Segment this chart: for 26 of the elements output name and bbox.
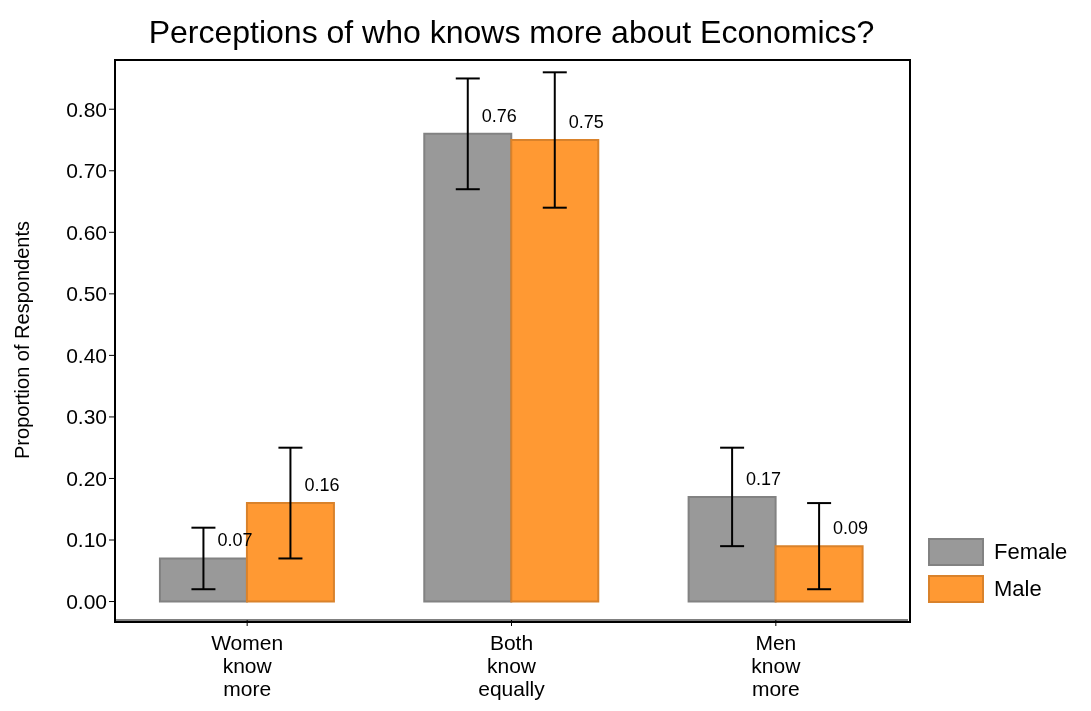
chart-title: Perceptions of who knows more about Economics? [147,14,876,51]
x-tick-label: Men know more [751,631,802,700]
y-tick-label: 0.00 [66,589,107,613]
data-label: 0.09 [833,518,869,539]
y-tick-label: 0.50 [66,282,107,306]
x-tick-label: Both know equally [478,631,546,700]
bar [687,495,777,603]
bar [158,557,248,603]
y-axis-title: Proportion of Respondents [11,221,34,459]
y-tick-label: 0.30 [66,405,107,429]
legend-label: Female [994,538,1068,565]
legend-label: Male [994,575,1042,602]
y-tick-label: 0.10 [66,528,107,552]
data-label: 0.75 [568,112,604,132]
bar [510,139,600,603]
x-tick-label: Women know more [211,631,284,700]
data-label: 0.17 [746,468,782,489]
y-tick-label: 0.40 [66,343,107,367]
y-tick-label: 0.60 [66,220,107,244]
y-tick-label: 0.70 [66,159,107,183]
bar [774,545,864,603]
data-label: 0.76 [481,105,517,126]
y-tick-label: 0.20 [66,466,107,490]
y-tick-label: 0.80 [66,97,107,121]
bar [423,132,513,603]
data-label: 0.16 [304,475,340,496]
